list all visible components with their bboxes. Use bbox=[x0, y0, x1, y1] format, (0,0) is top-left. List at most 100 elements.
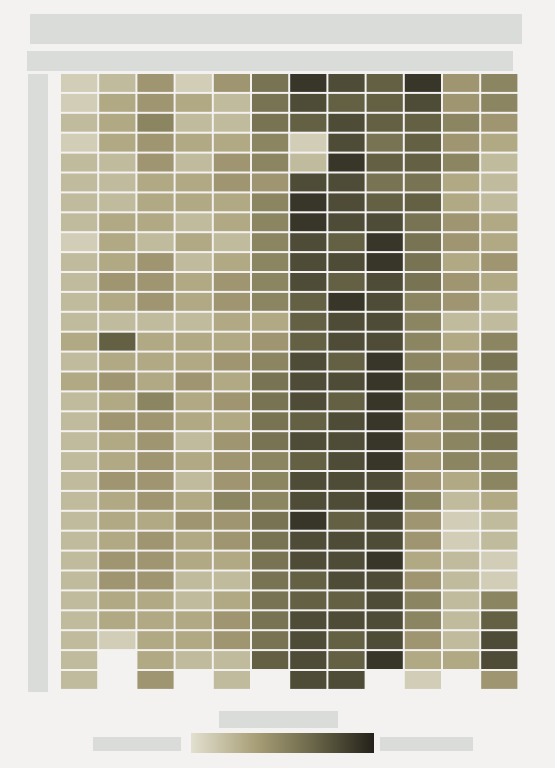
heatmap-cell bbox=[61, 233, 98, 252]
heatmap-cell bbox=[175, 452, 212, 470]
heatmap-cell bbox=[404, 571, 441, 590]
heatmap-cell bbox=[404, 332, 441, 351]
legend-color-scale bbox=[191, 733, 374, 753]
heatmap-cell bbox=[137, 113, 174, 132]
heatmap-cell bbox=[290, 651, 327, 669]
heatmap-cell bbox=[137, 611, 174, 630]
heatmap-cell bbox=[213, 372, 250, 391]
heatmap-cell bbox=[137, 193, 174, 212]
heatmap-cell bbox=[328, 491, 365, 510]
heatmap-cell bbox=[175, 491, 212, 510]
heatmap-cell bbox=[404, 153, 441, 172]
heatmap-cell bbox=[252, 133, 289, 152]
heatmap-cell bbox=[290, 352, 327, 371]
heatmap-cell bbox=[99, 631, 136, 650]
heatmap-cell bbox=[481, 511, 518, 530]
heatmap-cell bbox=[328, 93, 365, 112]
heatmap-cell bbox=[404, 193, 441, 212]
heatmap-cell bbox=[481, 372, 518, 391]
heatmap-cell bbox=[443, 253, 480, 271]
heatmap-cell bbox=[290, 412, 327, 431]
heatmap-cell bbox=[252, 611, 289, 630]
heatmap-cell bbox=[213, 153, 250, 172]
heatmap-cell bbox=[366, 551, 403, 570]
heatmap-cell bbox=[443, 113, 480, 132]
heatmap-cell bbox=[290, 671, 327, 689]
heatmap-cell bbox=[213, 352, 250, 371]
heatmap-cell bbox=[252, 631, 289, 650]
heatmap-cell bbox=[290, 472, 327, 490]
heatmap-cell bbox=[213, 253, 250, 271]
heatmap-cell bbox=[61, 412, 98, 431]
heatmap-cell bbox=[61, 312, 98, 331]
heatmap-cell bbox=[366, 591, 403, 610]
heatmap-cell bbox=[404, 233, 441, 252]
heatmap-cell bbox=[99, 352, 136, 371]
heatmap-cell bbox=[328, 472, 365, 490]
heatmap-cell bbox=[443, 352, 480, 371]
heatmap-cell bbox=[366, 372, 403, 391]
heatmap-cell bbox=[137, 631, 174, 650]
heatmap-cell bbox=[481, 591, 518, 610]
heatmap-cell bbox=[328, 671, 365, 689]
heatmap-cell bbox=[213, 173, 250, 192]
heatmap-cell bbox=[366, 412, 403, 431]
heatmap-cell bbox=[481, 392, 518, 411]
heatmap-cell bbox=[481, 253, 518, 271]
y-axis-label-area bbox=[28, 74, 48, 692]
heatmap-cell bbox=[366, 193, 403, 212]
heatmap-cell bbox=[213, 452, 250, 470]
heatmap-cell bbox=[61, 472, 98, 490]
heatmap-cell bbox=[366, 611, 403, 630]
heatmap-cell bbox=[252, 273, 289, 291]
heatmap-cell bbox=[175, 591, 212, 610]
heatmap-cell bbox=[137, 472, 174, 490]
heatmap-cell bbox=[290, 213, 327, 232]
heatmap-cell bbox=[213, 631, 250, 650]
heatmap-cell bbox=[61, 491, 98, 510]
heatmap-cell bbox=[137, 253, 174, 271]
heatmap-cell bbox=[99, 611, 136, 630]
heatmap-cell bbox=[481, 332, 518, 351]
heatmap-cell bbox=[290, 93, 327, 112]
heatmap-cell bbox=[404, 372, 441, 391]
heatmap-cell bbox=[252, 651, 289, 669]
heatmap-cell bbox=[252, 372, 289, 391]
legend-min-label bbox=[93, 737, 181, 751]
heatmap-cell bbox=[328, 631, 365, 650]
heatmap-cell bbox=[99, 432, 136, 451]
heatmap-cell bbox=[99, 412, 136, 431]
heatmap-cell bbox=[175, 352, 212, 371]
heatmap-cell bbox=[137, 173, 174, 192]
heatmap-cell bbox=[61, 292, 98, 311]
heatmap-cell bbox=[137, 551, 174, 570]
heatmap-cell bbox=[404, 511, 441, 530]
heatmap-cell bbox=[61, 671, 98, 689]
heatmap-cell bbox=[366, 253, 403, 271]
heatmap-cell bbox=[404, 472, 441, 490]
heatmap-cell bbox=[481, 312, 518, 331]
heatmap-cell bbox=[175, 292, 212, 311]
heatmap-cell bbox=[137, 312, 174, 331]
heatmap-cell bbox=[366, 651, 403, 669]
heatmap-cell bbox=[404, 253, 441, 271]
heatmap-cell bbox=[404, 452, 441, 470]
heatmap-cell bbox=[61, 432, 98, 451]
heatmap-cell bbox=[99, 531, 136, 550]
heatmap-cell bbox=[481, 233, 518, 252]
heatmap-cell bbox=[366, 392, 403, 411]
heatmap-cell bbox=[290, 233, 327, 252]
heatmap-cell bbox=[366, 273, 403, 291]
heatmap-cell bbox=[61, 93, 98, 112]
heatmap-cell bbox=[252, 312, 289, 331]
heatmap-cell bbox=[290, 452, 327, 470]
heatmap-cell bbox=[290, 332, 327, 351]
heatmap-cell bbox=[137, 452, 174, 470]
heatmap-cell bbox=[137, 332, 174, 351]
heatmap-cell bbox=[137, 571, 174, 590]
heatmap-cell bbox=[328, 511, 365, 530]
heatmap-cell bbox=[443, 74, 480, 92]
heatmap-cell bbox=[290, 153, 327, 172]
heatmap-cell bbox=[99, 571, 136, 590]
heatmap-cell bbox=[99, 551, 136, 570]
